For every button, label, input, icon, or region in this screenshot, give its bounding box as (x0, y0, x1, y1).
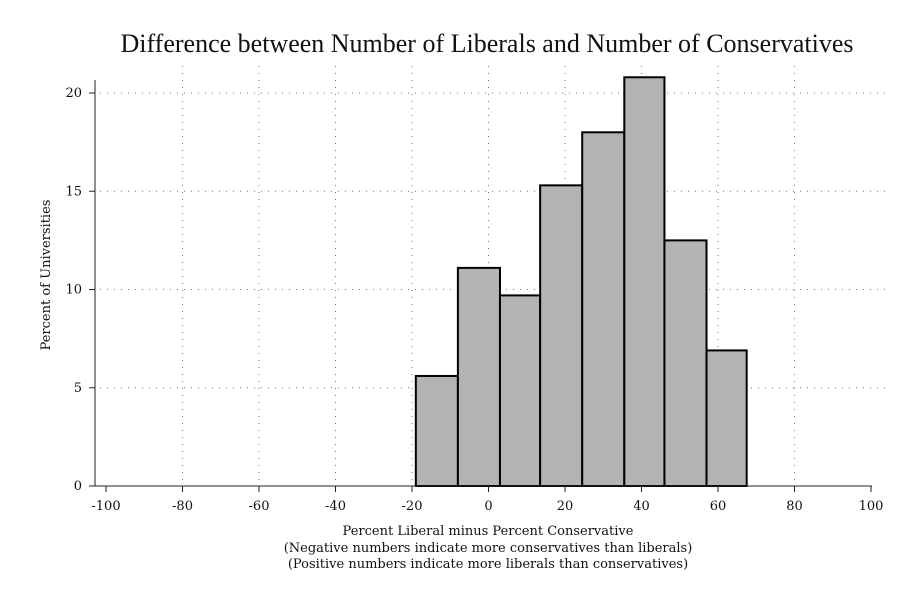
histogram-bar (581, 131, 626, 488)
x-axis-title: Percent Liberal minus Percent Conservati… (343, 524, 634, 539)
x-tick-label: 60 (710, 499, 727, 514)
y-tick-label: 20 (65, 86, 82, 101)
histogram-bar (498, 294, 542, 487)
x-tick-label: -80 (172, 499, 193, 514)
y-axis-title: Percent of Universities (39, 200, 54, 351)
y-tick-label: 0 (74, 479, 82, 494)
x-tick-label: -60 (249, 499, 270, 514)
histogram-bar (663, 239, 708, 487)
chart-title: Difference between Number of Liberals an… (120, 29, 853, 58)
x-tick-label: -40 (325, 499, 346, 514)
axis-layer (94, 80, 872, 487)
x-tick-label: 40 (633, 499, 650, 514)
histogram-bar (456, 266, 501, 488)
x-axis-note-positive: (Positive numbers indicate more liberals… (288, 557, 688, 572)
x-tick-label: 80 (786, 499, 803, 514)
x-axis-note-negative: (Negative numbers indicate more conserva… (284, 541, 693, 556)
x-tick-label: -100 (91, 499, 120, 514)
x-tick-label: 100 (859, 499, 884, 514)
histogram-bar (705, 349, 748, 488)
x-tick-label: 20 (557, 499, 574, 514)
y-tick-label: 15 (65, 184, 82, 199)
y-tick-label: 10 (65, 283, 82, 298)
y-tick-label: 5 (74, 381, 82, 396)
histogram-bar (539, 184, 584, 487)
histogram-bar (623, 76, 666, 487)
tick-layer: 0 5 10 15 20 -100 -80 -60 -40 -20 0 20 40 60 80 100 (65, 86, 883, 514)
x-tick-label: 0 (484, 499, 492, 514)
histogram-bar (414, 374, 459, 487)
x-tick-label: -20 (402, 499, 423, 514)
bar-layer (414, 76, 748, 488)
